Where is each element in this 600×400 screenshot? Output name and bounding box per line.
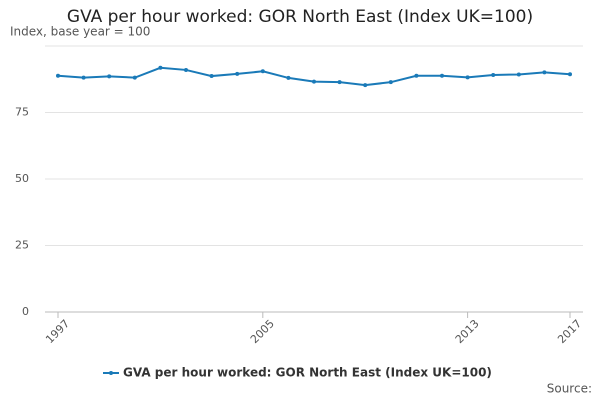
point bbox=[568, 72, 572, 77]
point bbox=[491, 72, 496, 77]
point bbox=[363, 83, 368, 88]
point bbox=[337, 80, 342, 85]
y-tick-label: 25 bbox=[15, 239, 29, 252]
point bbox=[158, 65, 163, 70]
point bbox=[440, 73, 444, 78]
point bbox=[465, 75, 470, 80]
point bbox=[286, 75, 291, 80]
point bbox=[56, 73, 60, 78]
point bbox=[542, 70, 547, 75]
legend-label: GVA per hour worked: GOR North East (Ind… bbox=[123, 366, 492, 380]
point bbox=[260, 69, 265, 74]
x-tick-label: 1997 bbox=[43, 317, 72, 346]
x-tick-label: 2013 bbox=[453, 317, 482, 346]
x-tick-label: 2005 bbox=[248, 317, 277, 346]
point bbox=[81, 75, 86, 80]
chart-title: GVA per hour worked: GOR North East (Ind… bbox=[67, 7, 533, 27]
point bbox=[132, 75, 137, 80]
chart-subtitle: Index, base year = 100 bbox=[10, 25, 150, 39]
y-tick-label: 75 bbox=[15, 106, 29, 119]
point bbox=[388, 80, 393, 85]
point bbox=[209, 74, 214, 79]
y-tick-label: 0 bbox=[22, 305, 29, 318]
x-tick-label: 2017 bbox=[555, 317, 584, 346]
point bbox=[235, 71, 240, 76]
point bbox=[414, 73, 419, 78]
point bbox=[516, 72, 521, 77]
point bbox=[184, 67, 188, 72]
point bbox=[312, 79, 316, 84]
legend-marker bbox=[109, 371, 113, 375]
y-tick-label: 50 bbox=[15, 172, 29, 185]
point bbox=[107, 74, 112, 79]
source-label: Source: bbox=[547, 382, 592, 396]
